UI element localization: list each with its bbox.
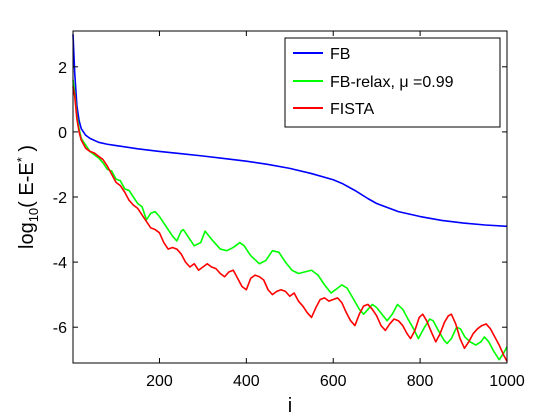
x-tick-label: 200	[146, 373, 173, 390]
y-axis-label-body: ( E-E	[16, 162, 38, 208]
y-tick-label: -6	[53, 320, 67, 337]
series-line-fb-relax-0-99	[72, 79, 508, 361]
y-tick-label: 0	[58, 125, 67, 142]
series-line-fb	[72, 34, 508, 228]
y-tick-label: 2	[58, 60, 67, 77]
ticks-layer: 200 400 600 800 1000 -6 -4 -2 0 2	[53, 31, 525, 390]
y-tick-label: -2	[53, 190, 67, 207]
x-tick-label: 1000	[489, 373, 525, 390]
series-layer	[72, 34, 508, 362]
y-tick-label: -4	[53, 255, 67, 272]
y-axis-label-prefix: log	[16, 222, 38, 249]
legend: FB FB-relax, μ =0.99 FISTA	[284, 37, 501, 128]
x-tick-label: 600	[320, 373, 347, 390]
legend-label-fb-relax: FB-relax, μ =0.99	[330, 74, 454, 91]
y-axis-label: log10( E-E* )	[14, 145, 41, 249]
y-axis-label-superscript: *	[14, 157, 29, 162]
legend-label-fista: FISTA	[330, 101, 374, 118]
x-tick-label: 800	[407, 373, 434, 390]
legend-label-fb: FB	[330, 46, 350, 63]
y-axis-label-subscript: 10	[26, 208, 41, 222]
x-tick-label: 400	[233, 373, 260, 390]
series-line-fista	[72, 86, 508, 362]
x-axis-label: i	[288, 395, 292, 417]
y-axis-label-suffix: )	[16, 145, 38, 157]
